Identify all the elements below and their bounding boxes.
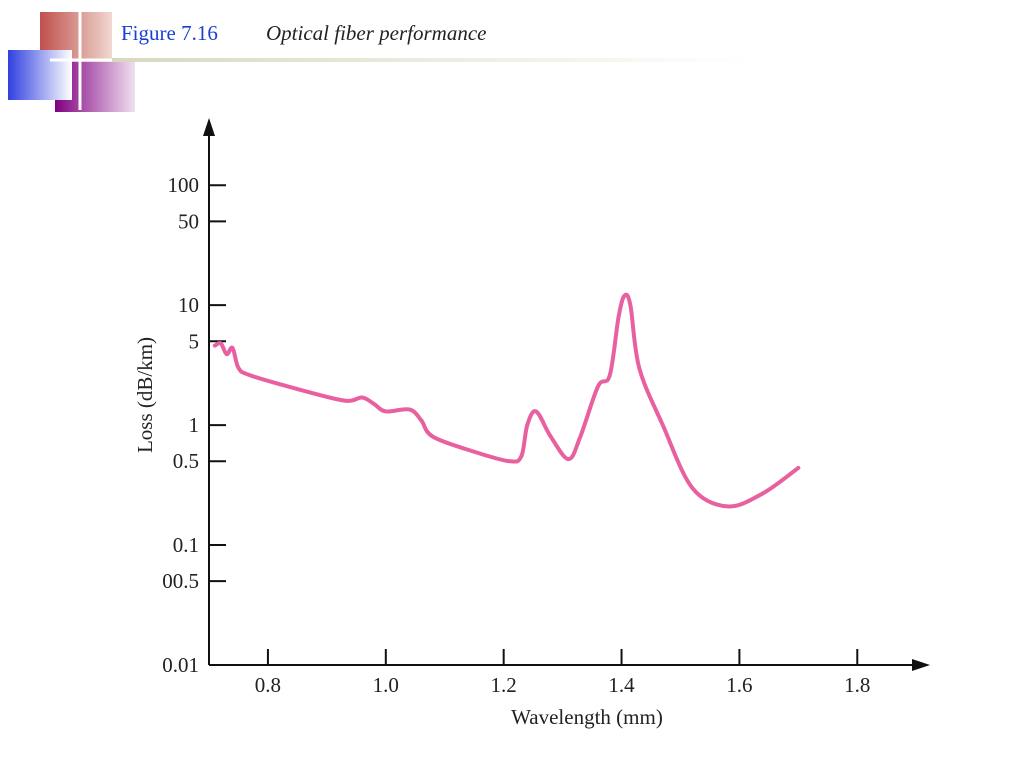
x-tick-label: 1.0 xyxy=(373,673,399,697)
x-tick-label: 1.8 xyxy=(844,673,870,697)
y-tick-label: 00.5 xyxy=(162,569,199,593)
x-tick-label: 0.8 xyxy=(255,673,281,697)
y-tick-label: 0.1 xyxy=(173,533,199,557)
y-tick-label: 10 xyxy=(178,293,199,317)
y-tick-label: 0.5 xyxy=(173,449,199,473)
x-tick-label: 1.4 xyxy=(608,673,635,697)
x-tick-label: 1.6 xyxy=(726,673,752,697)
x-axis-label: Wavelength (mm) xyxy=(511,705,663,729)
y-axis-arrow xyxy=(203,118,215,136)
y-tick-label: 5 xyxy=(189,329,200,353)
x-tick-label: 1.2 xyxy=(491,673,517,697)
decoration xyxy=(8,0,752,112)
loss-curve xyxy=(212,292,801,509)
y-tick-label: 100 xyxy=(168,173,200,197)
x-axis-arrow xyxy=(912,659,930,671)
y-tick-label: 50 xyxy=(178,209,199,233)
y-axis-label: Loss (dB/km) xyxy=(133,337,157,453)
figure-label: Figure 7.16 xyxy=(121,21,218,45)
chart-title: Optical fiber performance xyxy=(266,21,486,45)
y-tick-label: 1 xyxy=(189,413,200,437)
y-tick-label: 0.01 xyxy=(162,653,199,677)
